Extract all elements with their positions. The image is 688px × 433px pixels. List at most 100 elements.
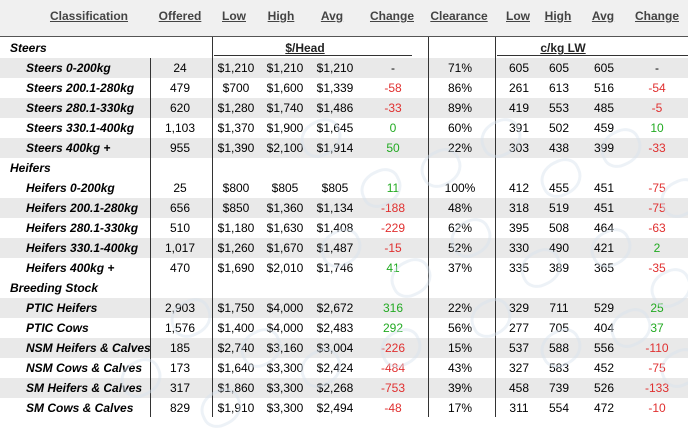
cell-low: $1,280 xyxy=(217,101,255,115)
cell-low: $850 xyxy=(222,201,250,215)
cell-lw-low: 537 xyxy=(508,341,530,355)
unit-lw-underline xyxy=(497,55,688,56)
cell-offered: 1,103 xyxy=(164,121,196,135)
cell-low: $800 xyxy=(222,181,250,195)
divider-clearance-right xyxy=(495,37,496,417)
cell-lw-low: 458 xyxy=(508,381,530,395)
divider-clearance-left xyxy=(428,37,429,417)
cell-change: -753 xyxy=(380,381,406,395)
cell-high: $4,000 xyxy=(266,301,304,315)
cell-lw-avg: 556 xyxy=(593,341,615,355)
cell-lw-high: 739 xyxy=(548,381,570,395)
cell-clearance: 52% xyxy=(447,241,473,255)
table-row: SM Heifers & Calves 317 $1,860 $3,300 $2,268… xyxy=(0,378,688,398)
cell-lw-low: 419 xyxy=(508,101,530,115)
cell-clearance: 17% xyxy=(447,401,473,415)
cell-lw-change: - xyxy=(655,61,659,75)
cell-lw-low: 391 xyxy=(508,121,530,135)
cell-offered: 656 xyxy=(169,201,191,215)
cell-low: $1,640 xyxy=(217,361,255,375)
cell-change: 41 xyxy=(386,261,400,275)
row-classification: SM Cows & Calves xyxy=(26,401,134,415)
cell-lw-change: 25 xyxy=(650,301,664,315)
cell-offered: 955 xyxy=(169,141,191,155)
section-row: Steers xyxy=(0,38,688,58)
cell-lw-high: 605 xyxy=(548,61,570,75)
cell-avg: $1,746 xyxy=(316,261,354,275)
cell-low: $1,370 xyxy=(217,121,255,135)
cell-low: $2,740 xyxy=(217,341,255,355)
cell-avg: $1,486 xyxy=(316,101,354,115)
cell-lw-change: 2 xyxy=(653,241,661,255)
cell-low: $700 xyxy=(222,81,250,95)
cell-lw-avg: 605 xyxy=(593,61,615,75)
table-row: NSM Heifers & Calves 185 $2,740 $3,160 $3,00… xyxy=(0,338,688,358)
row-classification: Steers 0-200kg xyxy=(26,61,111,75)
table-row: NSM Cows & Calves 173 $1,640 $3,300 $2,424 -4… xyxy=(0,358,688,378)
cell-high: $3,300 xyxy=(266,381,304,395)
cell-clearance: 48% xyxy=(447,201,473,215)
cell-avg: $2,494 xyxy=(316,401,354,415)
cell-lw-avg: 526 xyxy=(593,381,615,395)
cell-high: $1,630 xyxy=(266,221,304,235)
cell-offered: 24 xyxy=(173,61,187,75)
cell-clearance: 89% xyxy=(447,101,473,115)
table-row: Steers 0-200kg 24 $1,210 $1,210 $1,210 - 71% 60… xyxy=(0,58,688,78)
cell-low: $1,690 xyxy=(217,261,255,275)
table-row: Heifers 330.1-400kg 1,017 $1,260 $1,670 $1,4… xyxy=(0,238,688,258)
cell-lw-avg: 452 xyxy=(593,361,615,375)
cell-high: $1,740 xyxy=(266,101,304,115)
cell-offered: 1,576 xyxy=(164,321,196,335)
cell-lw-low: 303 xyxy=(508,141,530,155)
cell-clearance: 39% xyxy=(447,381,473,395)
cell-high: $2,010 xyxy=(266,261,304,275)
section-row: Breeding Stock xyxy=(0,278,688,298)
cell-clearance: 22% xyxy=(447,301,473,315)
cell-high: $1,600 xyxy=(266,81,304,95)
cell-lw-avg: 529 xyxy=(593,301,615,315)
cell-lw-high: 438 xyxy=(548,141,570,155)
unit-lw-label: c/kg LW xyxy=(540,41,586,55)
cell-offered: 185 xyxy=(169,341,191,355)
cell-change: -226 xyxy=(380,341,406,355)
cell-lw-change: -133 xyxy=(644,381,670,395)
cell-change: -48 xyxy=(384,401,402,415)
cell-avg: $2,672 xyxy=(316,301,354,315)
cell-change: 292 xyxy=(382,321,404,335)
header-low: Low xyxy=(222,9,246,23)
cell-high: $1,210 xyxy=(266,61,304,75)
cell-lw-change: -110 xyxy=(645,341,669,355)
cell-clearance: 100% xyxy=(444,181,476,195)
header-lw-change: Change xyxy=(634,9,679,23)
row-classification: PTIC Cows xyxy=(26,321,89,335)
cell-lw-change: -63 xyxy=(648,221,666,235)
cell-clearance: 22% xyxy=(447,141,473,155)
cell-lw-high: 711 xyxy=(549,301,569,315)
cell-lw-high: 588 xyxy=(548,341,570,355)
cell-change: 316 xyxy=(382,301,404,315)
cell-avg: $1,645 xyxy=(316,121,354,135)
cell-change: 0 xyxy=(389,121,397,135)
cell-clearance: 86% xyxy=(447,81,473,95)
cell-offered: 620 xyxy=(169,101,191,115)
cell-clearance: 15% xyxy=(447,341,473,355)
unit-head-underline xyxy=(214,55,412,56)
cell-avg: $1,210 xyxy=(316,61,354,75)
table-row: Steers 330.1-400kg 1,103 $1,370 $1,900 $1,64… xyxy=(0,118,688,138)
cell-offered: 2,903 xyxy=(164,301,196,315)
cell-change: -484 xyxy=(380,361,406,375)
row-classification: Steers 200.1-280kg xyxy=(26,81,135,95)
cell-low: $1,180 xyxy=(217,221,255,235)
header-clearance: Clearance xyxy=(430,9,488,23)
cell-avg: $1,134 xyxy=(316,201,354,215)
cell-lw-high: 519 xyxy=(548,201,570,215)
row-classification: Steers 400kg + xyxy=(26,141,111,155)
cell-offered: 470 xyxy=(169,261,191,275)
cell-avg: $3,004 xyxy=(316,341,354,355)
cell-lw-avg: 421 xyxy=(593,241,615,255)
table-row: Heifers 200.1-280kg 656 $850 $1,360 $1,134 -1… xyxy=(0,198,688,218)
cell-avg: $2,268 xyxy=(316,381,354,395)
cell-lw-avg: 464 xyxy=(593,221,615,235)
cell-lw-avg: 404 xyxy=(593,321,615,335)
cell-lw-change: -35 xyxy=(648,261,666,275)
